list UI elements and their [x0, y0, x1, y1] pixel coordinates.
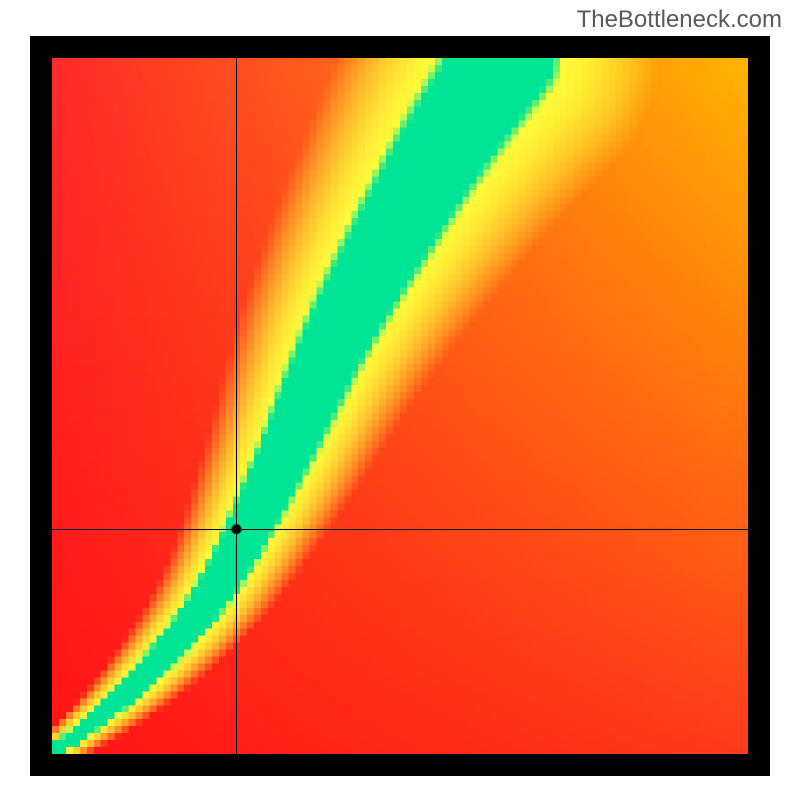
plot-area	[52, 58, 748, 754]
crosshair-point-canvas	[52, 58, 748, 754]
watermark-text: TheBottleneck.com	[577, 6, 782, 34]
